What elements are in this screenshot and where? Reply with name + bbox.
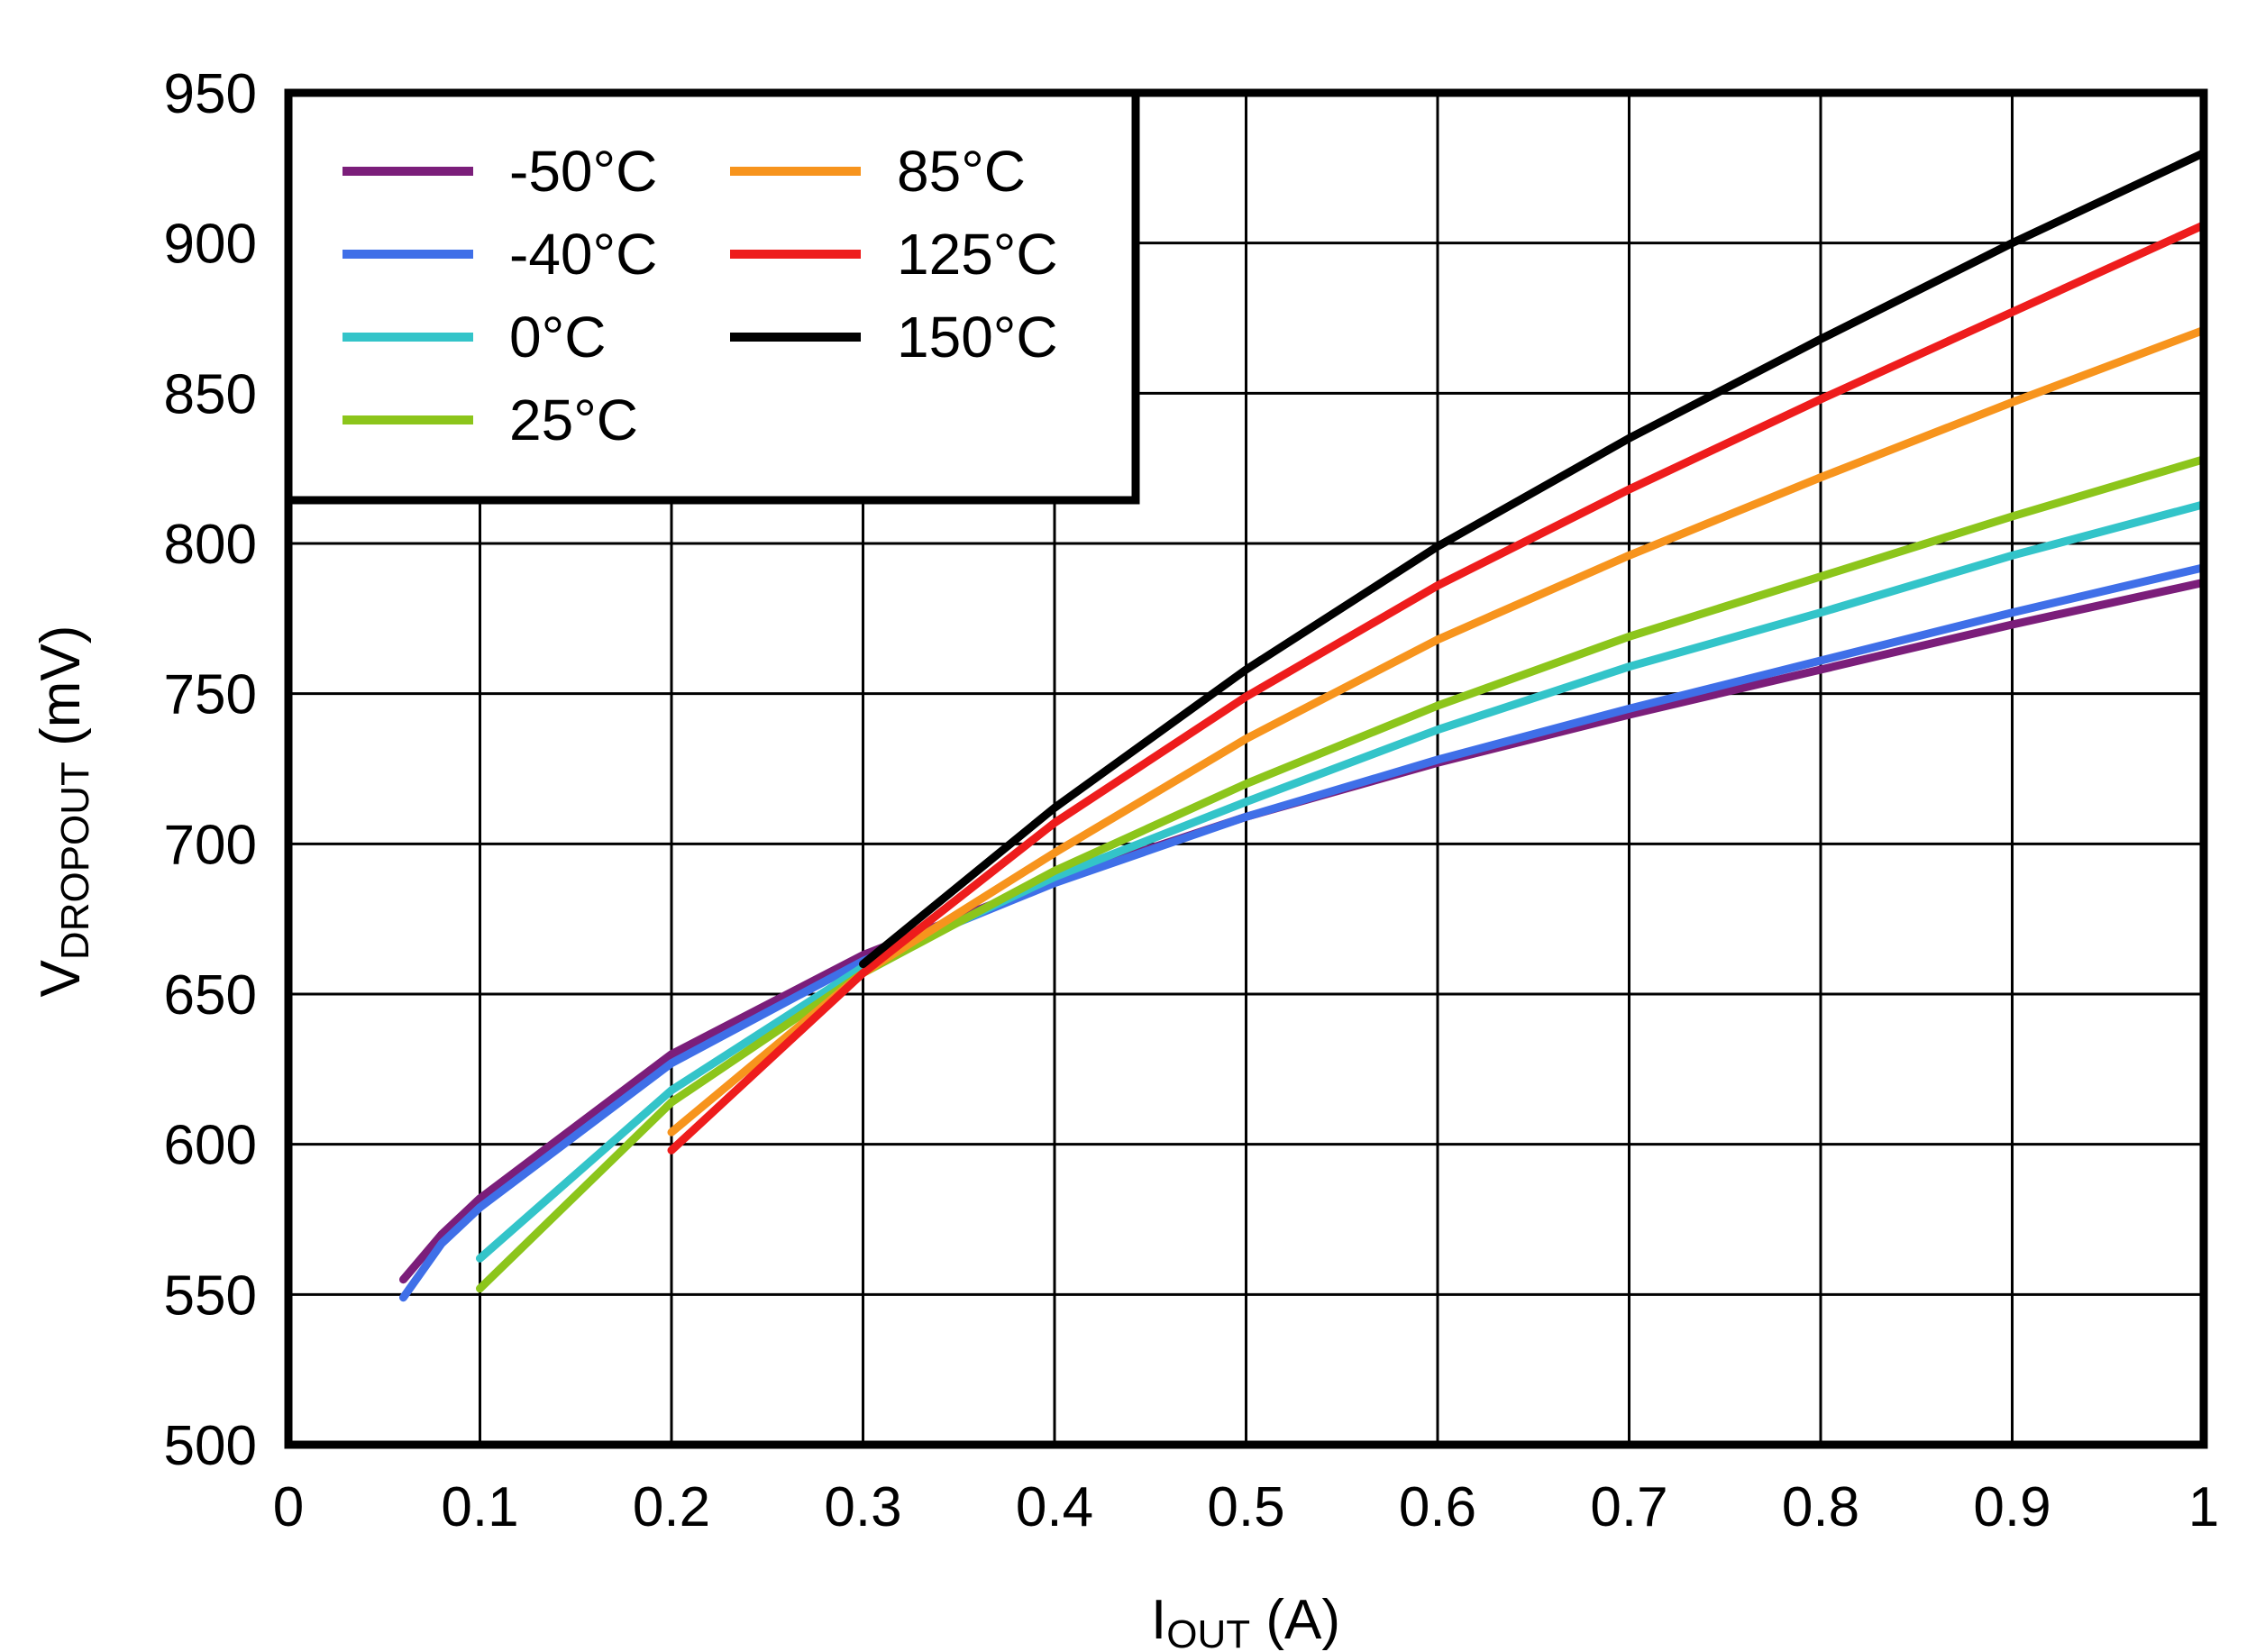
y-tick-label: 950 xyxy=(164,63,257,125)
legend-label: -40°C xyxy=(509,222,657,287)
legend-label: 125°C xyxy=(897,222,1058,287)
y-tick-label: 900 xyxy=(164,214,257,276)
x-tick-label: 0.7 xyxy=(1590,1476,1667,1538)
plot-frame xyxy=(284,88,2208,1449)
x-tick-label: 0.1 xyxy=(441,1476,518,1538)
legend-label: 85°C xyxy=(897,139,1026,204)
legend-label: 25°C xyxy=(509,388,638,452)
x-tick-label: 1 xyxy=(2188,1476,2219,1538)
x-tick-label: 0.6 xyxy=(1399,1476,1476,1538)
y-axis-title: VDROPOUT (mV) xyxy=(30,625,97,998)
legend-label: 0°C xyxy=(509,305,606,370)
x-tick-label: 0.2 xyxy=(633,1476,710,1538)
y-tick-label: 550 xyxy=(164,1264,257,1327)
x-tick-label: 0.4 xyxy=(1016,1476,1093,1538)
x-axis-title: IOUT (A) xyxy=(1151,1589,1340,1652)
x-tick-label: 0 xyxy=(273,1476,304,1538)
y-tick-label: 850 xyxy=(164,363,257,425)
y-tick-labels: 500 550 600 650 700 750 800 850 900 950 xyxy=(164,63,257,1477)
y-tick-label: 500 xyxy=(164,1415,257,1477)
legend-label: -50°C xyxy=(509,139,657,204)
series-line xyxy=(476,455,2208,1293)
series-lines xyxy=(399,149,2208,1302)
series-line xyxy=(399,563,2208,1302)
y-tick-label: 600 xyxy=(164,1115,257,1177)
legend-box xyxy=(284,88,1140,505)
series-line xyxy=(667,325,2208,1136)
x-tick-label: 0.5 xyxy=(1207,1476,1284,1538)
x-tick-label: 0.9 xyxy=(1973,1476,2050,1538)
y-tick-label: 700 xyxy=(164,814,257,876)
x-tick-label: 0.3 xyxy=(824,1476,901,1538)
series-line xyxy=(667,221,2208,1155)
series-line xyxy=(476,500,2208,1263)
y-tick-label: 750 xyxy=(164,664,257,726)
y-tick-label: 650 xyxy=(164,964,257,1027)
legend-label: 150°C xyxy=(897,305,1058,370)
x-tick-labels: 0 0.1 0.2 0.3 0.4 0.5 0.6 0.7 0.8 0.9 1 xyxy=(273,1476,2219,1538)
y-tick-label: 800 xyxy=(164,514,257,576)
series-line xyxy=(859,149,2208,969)
legend: -50°C -40°C 0°C 25°C 85°C 125°C 150°C xyxy=(284,88,1140,505)
x-tick-label: 0.8 xyxy=(1782,1476,1859,1538)
